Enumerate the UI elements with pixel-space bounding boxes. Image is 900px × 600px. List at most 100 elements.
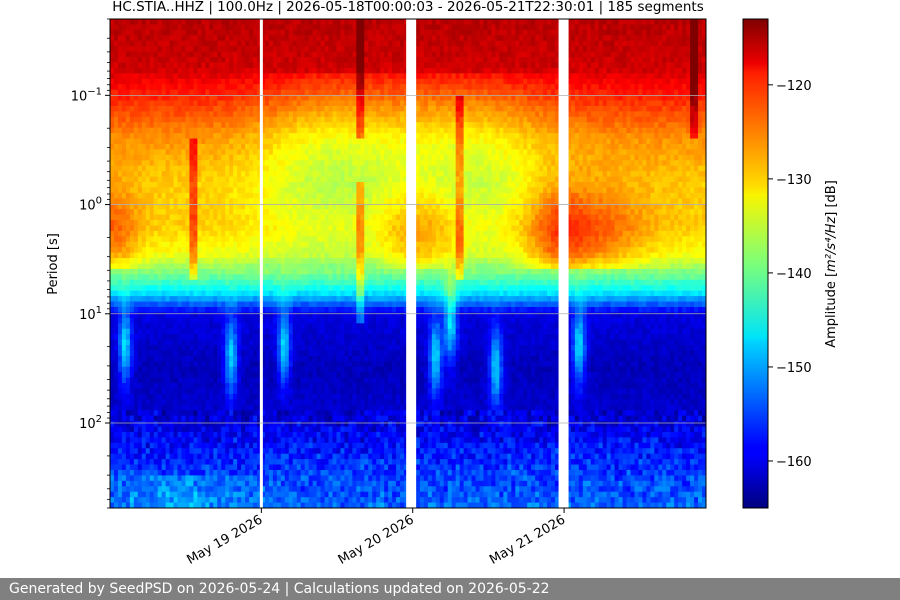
spectrogram-cell	[133, 334, 139, 341]
spectrogram-cell	[113, 24, 119, 31]
spectrogram-cell	[320, 437, 326, 444]
spectrogram-cell	[253, 127, 258, 134]
spectrogram-cell	[165, 377, 171, 384]
spectrogram-cell	[308, 165, 314, 172]
spectrogram-cell	[316, 334, 322, 341]
spectrogram-cell	[233, 67, 238, 74]
spectrogram-cell	[133, 491, 139, 498]
spectrogram-cell	[324, 486, 330, 493]
spectrogram-cell	[185, 393, 191, 400]
spectrogram-cell	[145, 62, 151, 69]
spectrogram-cell	[213, 154, 218, 161]
spectrogram-cell	[276, 105, 282, 112]
spectrogram-cell	[201, 497, 206, 504]
spectrogram-cell	[193, 323, 199, 330]
spectrogram-cell	[189, 78, 195, 85]
spectrogram-cell	[117, 187, 123, 194]
spectrogram-cell	[125, 78, 131, 85]
spectrogram-cell	[292, 383, 298, 390]
spectrogram-cell	[316, 225, 322, 232]
spectrogram-cell	[225, 62, 230, 69]
spectrogram-cell	[241, 323, 246, 330]
spectrogram-cell	[268, 198, 274, 205]
spectrogram-cell	[264, 171, 270, 178]
spectrogram-cell	[121, 247, 127, 254]
spectrogram-cell	[177, 62, 183, 69]
spectrogram-cell	[324, 464, 330, 471]
spectrogram-cell	[141, 361, 147, 368]
spectrogram-cell	[324, 263, 330, 270]
spectrogram-cell	[153, 230, 159, 237]
spectrogram-cell	[253, 258, 258, 265]
spectrogram-cell	[125, 100, 131, 107]
spectrogram-cell	[288, 182, 294, 189]
spectrogram-cell	[312, 138, 318, 145]
spectrogram-cell	[292, 366, 298, 373]
spectrogram-cell	[328, 29, 334, 36]
spectrogram-cell	[145, 442, 151, 449]
spectrogram-cell	[205, 459, 210, 466]
spectrogram-cell	[257, 421, 262, 428]
spectrogram-cell	[304, 383, 310, 390]
spectrogram-cell	[316, 127, 322, 134]
spectrogram-cell	[149, 187, 155, 194]
spectrogram-cell	[237, 464, 242, 471]
spectrogram-cell	[133, 475, 139, 482]
spectrogram-cell	[276, 464, 282, 471]
spectrogram-cell	[221, 480, 226, 487]
spectrogram-cell	[320, 78, 326, 85]
spectrogram-cell	[229, 230, 234, 237]
spectrogram-cell	[125, 350, 131, 357]
spectrogram-cell	[320, 84, 326, 91]
spectrogram-cell	[264, 312, 270, 319]
spectrogram-cell	[284, 306, 290, 313]
spectrogram-cell	[276, 236, 282, 243]
spectrogram-cell	[181, 258, 187, 265]
spectrogram-cell	[121, 62, 127, 69]
spectrogram-cell	[145, 46, 151, 53]
spectrogram-cell	[276, 502, 282, 508]
spectrogram-cell	[113, 415, 119, 422]
spectrogram-cell	[173, 383, 179, 390]
spectrogram-cell	[245, 165, 250, 172]
spectrogram-cell	[300, 241, 306, 248]
spectrogram-cell	[284, 453, 290, 460]
spectrogram-cell	[129, 268, 135, 275]
spectrogram-cell	[257, 230, 262, 237]
spectrogram-cell	[173, 377, 179, 384]
spectrogram-cell	[233, 442, 238, 449]
spectrogram-cell	[292, 290, 298, 297]
spectrogram-cell	[189, 377, 195, 384]
spectrogram-cell	[296, 247, 302, 254]
spectrogram-cell	[189, 133, 195, 140]
spectrogram-cell	[276, 469, 282, 476]
spectrogram-cell	[260, 143, 266, 150]
spectrogram-cell	[328, 111, 334, 118]
spectrogram-cell	[237, 214, 242, 221]
spectrogram-cell	[145, 51, 151, 58]
spectrogram-cell	[292, 480, 298, 487]
spectrogram-cell	[225, 486, 230, 493]
spectrogram-cell	[145, 383, 151, 390]
spectrogram-cell	[129, 345, 135, 352]
spectrogram-cell	[292, 274, 298, 281]
spectrogram-cell	[316, 323, 322, 330]
spectrogram-cell	[316, 89, 322, 96]
spectrogram-cell	[173, 285, 179, 292]
spectrogram-cell	[312, 339, 318, 346]
spectrogram-cell	[209, 355, 214, 362]
spectrogram-cell	[308, 421, 314, 428]
spectrogram-cell	[209, 192, 214, 199]
spectrogram-cell	[257, 138, 262, 145]
spectrogram-cell	[185, 459, 191, 466]
spectrogram-cell	[129, 410, 135, 417]
spectrogram-cell	[312, 502, 318, 508]
spectrogram-cell	[197, 187, 202, 194]
spectrogram-cell	[292, 89, 298, 96]
spectrogram-cell	[288, 241, 294, 248]
spectrogram-cell	[268, 426, 274, 433]
spectrogram-cell	[121, 165, 127, 172]
spectrogram-cell	[157, 116, 163, 123]
spectrogram-cell	[304, 176, 310, 183]
spectrogram-cell	[280, 116, 286, 123]
